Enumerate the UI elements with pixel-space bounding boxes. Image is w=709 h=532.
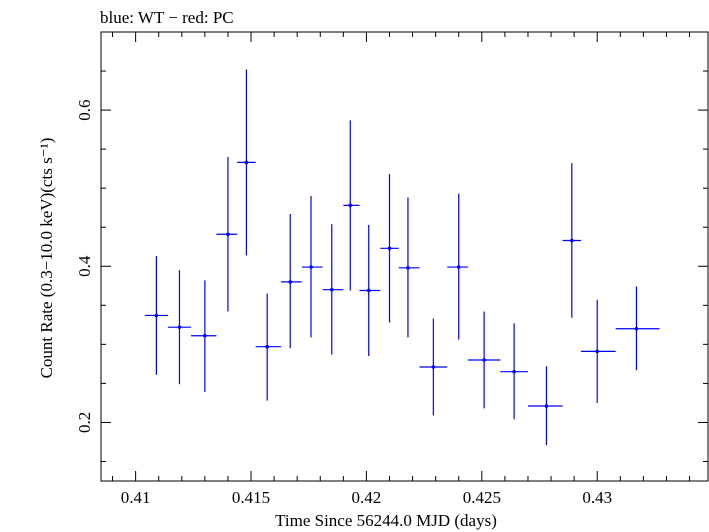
- point-marker: [244, 160, 249, 165]
- point-marker: [366, 288, 371, 293]
- point-marker: [309, 265, 313, 269]
- x-tick-label: 0.41: [121, 488, 151, 507]
- x-tick-label: 0.425: [463, 488, 501, 507]
- plot-frame: [100, 31, 709, 482]
- point-marker: [482, 358, 486, 362]
- data-point: [467, 311, 501, 409]
- y-axis-label: Count Rate (0.3−10.0 keV)(cts s⁻¹): [37, 138, 56, 379]
- data-point: [527, 366, 563, 446]
- point-marker: [288, 280, 293, 284]
- data-point: [343, 120, 360, 291]
- x-tick-label: 0.415: [232, 488, 270, 507]
- data-point: [144, 256, 168, 375]
- point-marker: [431, 365, 436, 369]
- x-tick-label: 0.42: [352, 488, 382, 507]
- x-tick-labels: 0.41 0.415 0.42 0.425 0.43: [121, 488, 612, 507]
- data-points: [144, 69, 660, 446]
- data-point: [419, 318, 448, 416]
- data-point: [191, 280, 217, 392]
- point-marker: [544, 404, 549, 408]
- point-marker: [595, 349, 600, 354]
- x-tick-label: 0.43: [582, 488, 612, 507]
- point-marker: [456, 265, 461, 269]
- point-marker: [512, 369, 516, 374]
- data-point: [255, 293, 282, 401]
- axis-ticks: [101, 31, 708, 481]
- data-point: [581, 299, 616, 403]
- data-point: [167, 270, 192, 385]
- point-marker: [570, 238, 574, 243]
- x-axis-label: Time Since 56244.0 MJD (days): [275, 511, 497, 530]
- data-point: [237, 69, 256, 256]
- y-tick-labels: 0.2 0.4 0.6: [75, 99, 94, 433]
- data-point: [359, 224, 381, 357]
- data-point: [447, 193, 468, 340]
- y-tick-label: 0.6: [75, 99, 94, 120]
- point-marker: [387, 246, 392, 251]
- point-marker: [226, 232, 230, 237]
- y-tick-label: 0.2: [75, 412, 94, 433]
- point-marker: [177, 325, 182, 329]
- point-marker: [348, 203, 353, 208]
- data-point: [322, 224, 344, 355]
- point-marker: [203, 333, 207, 338]
- data-point: [281, 213, 302, 349]
- data-point: [380, 174, 399, 323]
- data-point: [216, 156, 238, 312]
- data-point: [301, 195, 323, 338]
- chart-title: blue: WT − red: PC: [100, 8, 234, 27]
- point-marker: [154, 313, 159, 318]
- y-tick-label: 0.4: [75, 255, 94, 277]
- data-point: [615, 286, 660, 371]
- point-marker: [634, 326, 639, 331]
- point-marker: [265, 344, 269, 349]
- point-marker: [406, 266, 410, 270]
- data-point: [562, 163, 582, 318]
- data-point: [398, 197, 420, 338]
- point-marker: [329, 287, 334, 292]
- data-point: [500, 323, 528, 420]
